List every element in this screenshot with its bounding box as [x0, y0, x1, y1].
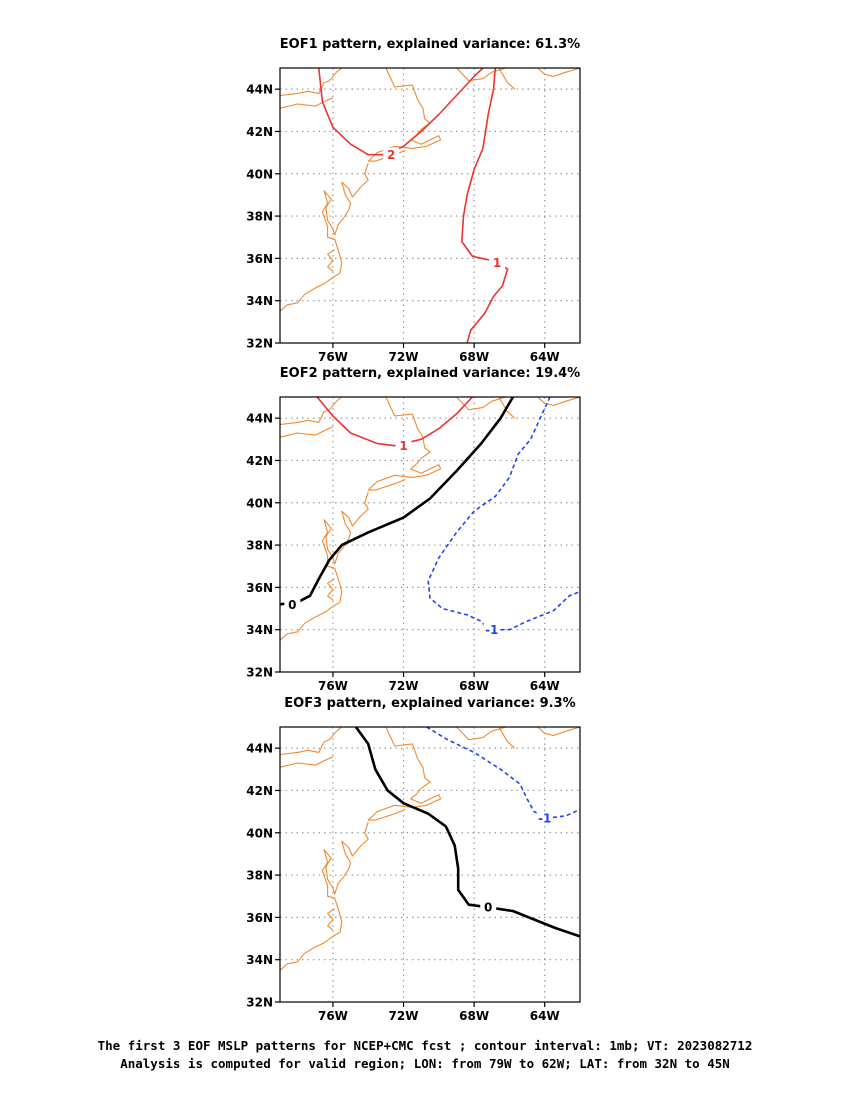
- eof2-map: 1 0 -1 76W 72W 68W 64W 32N 34N 36N 38N 40N 42N 44N: [246, 396, 581, 693]
- coastline: [280, 163, 369, 312]
- contour-line-negative: [427, 397, 580, 631]
- coastline: [280, 397, 343, 426]
- y-tick-label: 34N: [246, 953, 273, 967]
- coastline: [327, 249, 335, 272]
- map-frame: [279, 726, 581, 1003]
- coastline: [367, 397, 442, 491]
- y-tick-label: 34N: [246, 623, 273, 637]
- eof2-panel: EOF2 pattern, explained variance: 19.4% …: [246, 366, 581, 693]
- contour-line-zero: [280, 397, 515, 606]
- eof3-title: EOF3 pattern, explained variance: 9.3%: [284, 696, 575, 711]
- contour-label-background: [489, 255, 506, 270]
- eof1-map: 2 1 76W 72W 68W 64W 32N 34N 36N 38N 40N 42N 44N: [246, 67, 581, 364]
- y-tick-label: 34N: [246, 294, 273, 308]
- contour-label-background: [284, 597, 301, 612]
- y-tick-label: 44N: [246, 83, 273, 97]
- contour-label-background: [536, 810, 553, 825]
- x-tick-label: 68W: [459, 350, 489, 364]
- y-tick-label: 38N: [246, 869, 273, 883]
- x-tick-label: 68W: [459, 1009, 489, 1023]
- y-tick-label: 44N: [246, 412, 273, 426]
- contour-label: 0: [484, 900, 492, 914]
- x-tick-label: 64W: [530, 679, 560, 693]
- y-tick-label: 38N: [246, 539, 273, 553]
- eof2-title: EOF2 pattern, explained variance: 19.4%: [280, 366, 580, 381]
- y-tick-label: 38N: [246, 210, 273, 224]
- x-tick-label: 68W: [459, 679, 489, 693]
- contour-line-positive: [316, 397, 473, 447]
- y-tick-label: 36N: [246, 252, 273, 266]
- coastline: [280, 727, 343, 756]
- x-tick-label: 64W: [530, 350, 560, 364]
- contour-label: 0: [288, 598, 296, 612]
- contour-label-background: [395, 438, 412, 453]
- contour-label: 1: [493, 256, 501, 270]
- contour-label-background: [480, 899, 497, 914]
- coastline: [456, 68, 580, 82]
- x-tick-label: 72W: [389, 350, 419, 364]
- coastline: [367, 727, 442, 821]
- y-tick-label: 42N: [246, 784, 273, 798]
- y-tick-label: 40N: [246, 826, 273, 840]
- coastline: [280, 426, 334, 438]
- contour-label: 1: [399, 439, 407, 453]
- contour-label: 2: [387, 148, 395, 162]
- y-tick-label: 44N: [246, 742, 273, 756]
- coastline: [498, 397, 516, 419]
- eof3-panel: EOF3 pattern, explained variance: 9.3% 0…: [246, 696, 581, 1023]
- figure-caption-line-2: Analysis is computed for valid region; L…: [120, 1056, 730, 1071]
- x-tick-label: 64W: [530, 1009, 560, 1023]
- contour-label: -1: [538, 811, 551, 825]
- x-tick-label: 76W: [318, 350, 348, 364]
- eof3-map: 0 -1 76W 72W 68W 64W 32N 34N 36N 38N 40N 42N 44N: [246, 726, 581, 1023]
- coastline: [367, 68, 442, 162]
- contour-line-negative: [426, 727, 580, 819]
- contour-label: -1: [485, 623, 498, 637]
- contour-label-background: [383, 147, 400, 162]
- y-tick-label: 36N: [246, 911, 273, 925]
- coastline: [456, 727, 580, 741]
- y-tick-label: 36N: [246, 581, 273, 595]
- coastline: [280, 756, 334, 768]
- x-tick-label: 72W: [389, 679, 419, 693]
- coastline: [327, 908, 335, 931]
- figure-caption-line-1: The first 3 EOF MSLP patterns for NCEP+C…: [97, 1038, 753, 1053]
- contour-line-positive: [461, 68, 509, 343]
- eof1-panel: EOF1 pattern, explained variance: 61.3% …: [246, 37, 581, 364]
- y-tick-label: 40N: [246, 496, 273, 510]
- y-tick-label: 32N: [246, 337, 273, 351]
- map-frame: [279, 396, 581, 673]
- coastline: [327, 578, 335, 601]
- coastline: [280, 822, 369, 971]
- coastline: [498, 68, 516, 90]
- contour-line-zero: [354, 727, 580, 938]
- x-tick-label: 76W: [318, 1009, 348, 1023]
- y-tick-label: 32N: [246, 666, 273, 680]
- y-tick-label: 42N: [246, 125, 273, 139]
- coastline: [280, 97, 334, 109]
- x-tick-label: 76W: [318, 679, 348, 693]
- x-tick-label: 72W: [389, 1009, 419, 1023]
- y-tick-label: 40N: [246, 167, 273, 181]
- y-tick-label: 42N: [246, 454, 273, 468]
- coastline: [280, 492, 369, 641]
- map-frame: [279, 67, 581, 344]
- coastline: [456, 397, 580, 411]
- eof1-title: EOF1 pattern, explained variance: 61.3%: [280, 37, 580, 52]
- coastline: [498, 727, 516, 749]
- contour-line-positive: [318, 68, 484, 156]
- contour-label-background: [483, 622, 500, 637]
- y-tick-label: 32N: [246, 996, 273, 1010]
